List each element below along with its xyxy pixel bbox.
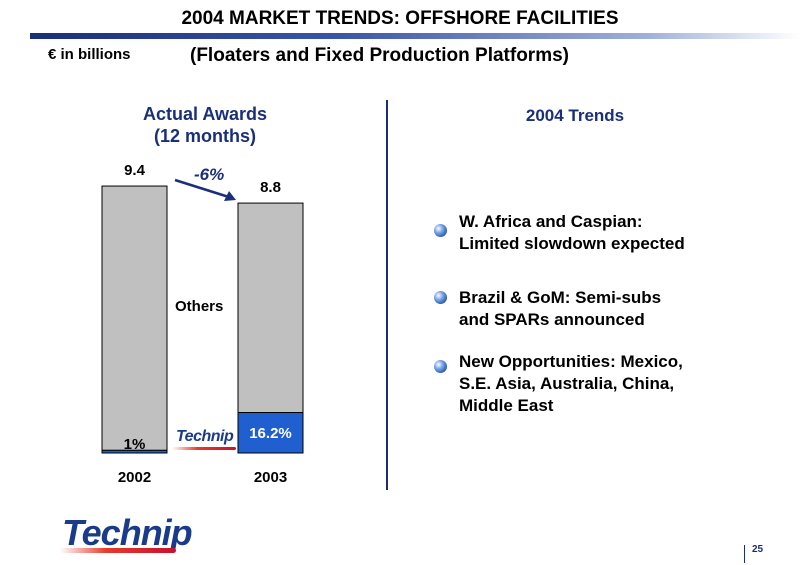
slide-subtitle: (Floaters and Fixed Production Platforms… bbox=[190, 45, 569, 66]
change-arrowhead bbox=[224, 191, 236, 201]
bullet-sphere-icon bbox=[434, 360, 447, 373]
trend-line: New Opportunities: Mexico, bbox=[459, 352, 683, 371]
change-label: -6% bbox=[194, 165, 224, 184]
category-label: 2003 bbox=[254, 469, 287, 486]
trend-line: S.E. Asia, Australia, China, bbox=[459, 374, 675, 393]
technip-logo: Technip bbox=[62, 512, 193, 553]
bullet-sphere-icon bbox=[434, 224, 447, 237]
bar-total-label: 8.8 bbox=[260, 179, 281, 196]
bar-technip-segment bbox=[237, 412, 304, 454]
technip-logo-swoosh bbox=[60, 548, 176, 553]
vertical-divider bbox=[386, 100, 388, 490]
bar-technip-segment bbox=[101, 449, 168, 454]
trend-line: Limited slowdown expected bbox=[459, 234, 685, 253]
bar-others-segment bbox=[237, 202, 304, 414]
trend-line: and SPARs announced bbox=[459, 310, 645, 329]
others-label: Others bbox=[175, 298, 223, 315]
bar-share-label: 16.2% bbox=[249, 425, 292, 442]
bar-total-label: 9.4 bbox=[124, 162, 146, 179]
trend-line: Brazil & GoM: Semi-subs bbox=[459, 288, 662, 307]
title-underline bbox=[30, 33, 800, 39]
chart-heading: Actual Awards (12 months) bbox=[110, 103, 300, 147]
unit-label: € in billions bbox=[48, 46, 131, 63]
trend-line: W. Africa and Caspian: bbox=[459, 212, 643, 231]
bullet-sphere-icon bbox=[434, 291, 447, 304]
page-number-bar bbox=[744, 545, 745, 563]
trend-line: Middle East bbox=[459, 396, 554, 415]
category-label: 2002 bbox=[118, 469, 151, 486]
bar-share-label: 1% bbox=[124, 436, 146, 453]
trend-text: W. Africa and Caspian: Limited slowdown … bbox=[459, 211, 779, 255]
technip-small-logo: Technip bbox=[176, 428, 234, 445]
chart-layer: 9.4 1% 2002 8.8 16.2% 2003 bbox=[101, 162, 304, 486]
trend-text: Brazil & GoM: Semi-subs and SPARs announ… bbox=[459, 287, 779, 331]
slide-title: 2004 MARKET TRENDS: OFFSHORE FACILITIES bbox=[181, 8, 619, 29]
trend-text: New Opportunities: Mexico, S.E. Asia, Au… bbox=[459, 351, 779, 417]
bar-others-segment bbox=[101, 185, 168, 451]
technip-small-swoosh bbox=[172, 447, 236, 450]
chart-heading-line1: Actual Awards bbox=[142, 104, 268, 124]
trends-heading: 2004 Trends bbox=[525, 106, 625, 125]
page-number: 25 bbox=[752, 544, 764, 555]
change-arrow bbox=[174, 178, 233, 200]
chart-heading-line2: (12 months) bbox=[153, 126, 256, 146]
